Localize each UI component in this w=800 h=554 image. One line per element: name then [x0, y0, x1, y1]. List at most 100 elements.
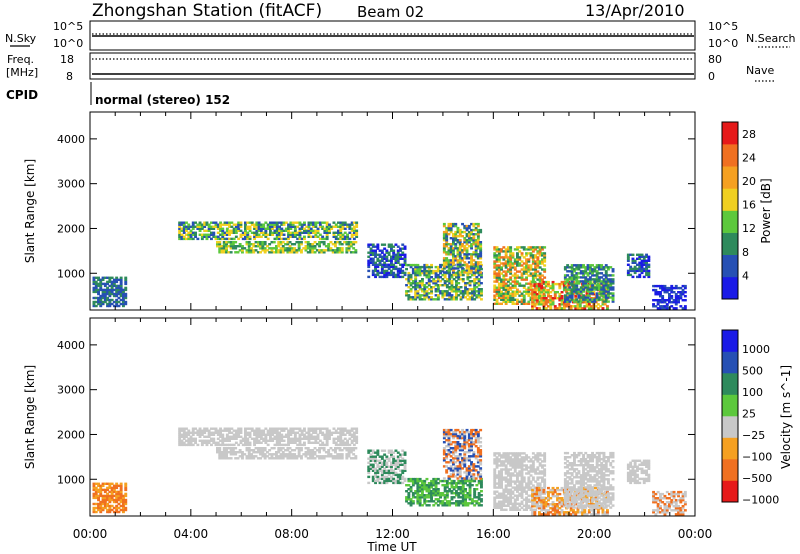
velocity-cell [309, 435, 313, 438]
velocity-cell [254, 451, 258, 454]
velocity-cell [390, 475, 393, 479]
velocity-cell [520, 460, 524, 463]
power-cell [463, 245, 467, 248]
power-cell [511, 252, 515, 255]
power-cell [677, 291, 680, 294]
power-cell [493, 260, 497, 263]
power-cell [278, 233, 281, 236]
power-cell [450, 284, 454, 287]
power-cell [327, 247, 331, 250]
power-cell [670, 288, 674, 292]
velocity-cell [311, 451, 315, 454]
power-cell [178, 233, 182, 236]
power-cell [259, 247, 262, 250]
power-cell [456, 230, 460, 234]
power-cell [218, 245, 222, 248]
power-cell [570, 290, 574, 293]
power-cell [463, 257, 467, 260]
velocity-cell [474, 445, 478, 448]
velocity-cell [468, 498, 472, 501]
power-cell [497, 254, 501, 257]
power-cell [418, 294, 422, 297]
power-cell [203, 221, 207, 224]
power-cell [298, 221, 302, 224]
velocity-cell [467, 439, 471, 442]
velocity-cell [106, 494, 109, 498]
velocity-cell [298, 427, 302, 430]
velocity-cell [223, 427, 227, 430]
power-cell [472, 267, 476, 270]
velocity-cell [396, 463, 400, 466]
velocity-cell [385, 461, 389, 464]
velocity-cell [257, 431, 261, 434]
velocity-cell [247, 449, 251, 452]
velocity-cell [284, 443, 288, 447]
power-cell [371, 259, 375, 262]
power-cell [670, 295, 674, 298]
velocity-cell [500, 480, 503, 483]
velocity-cell [518, 472, 522, 475]
velocity-cell [421, 488, 424, 491]
power-cell [239, 229, 243, 232]
power-cell [445, 292, 449, 295]
power-cell [279, 251, 283, 254]
power-cell [506, 296, 510, 299]
velocity-cell [442, 441, 446, 444]
power-cell [239, 233, 243, 236]
power-cell [502, 276, 506, 279]
power-cell [307, 221, 311, 224]
power-cell [652, 288, 655, 292]
power-cell [663, 307, 667, 310]
velocity-cell [421, 482, 424, 485]
power-cell [275, 251, 278, 254]
velocity-cell [346, 431, 349, 434]
power-cell [577, 266, 581, 269]
power-cell [108, 300, 112, 304]
power-cell [602, 296, 606, 299]
power-cell [303, 235, 306, 238]
power-cell [509, 282, 513, 285]
power-cell [463, 239, 467, 242]
velocity-cell [119, 494, 123, 498]
velocity-cell [277, 455, 281, 458]
power-cell [331, 251, 335, 254]
power-cell [579, 296, 583, 299]
power-cell [416, 296, 420, 299]
power-cell [575, 268, 579, 271]
power-cell [245, 243, 249, 246]
power-cell [633, 259, 637, 262]
power-cell [463, 261, 467, 264]
power-cell [638, 269, 642, 273]
power-cell [115, 286, 119, 290]
velocity-cell [495, 452, 499, 455]
velocity-cell [210, 433, 213, 436]
velocity-cell [474, 432, 478, 436]
velocity-cell [367, 461, 371, 464]
power-cell [581, 307, 584, 310]
power-cell [436, 278, 440, 281]
power-cell [465, 257, 469, 260]
power-cell [380, 269, 384, 273]
power-cell [604, 294, 608, 297]
power-cell [531, 307, 534, 310]
velocity-cell [341, 443, 345, 447]
velocity-cell [456, 459, 460, 462]
power-cell [566, 266, 570, 269]
power-cell [418, 265, 422, 269]
velocity-cell [468, 502, 472, 505]
velocity-cell [497, 484, 501, 487]
velocity-cell [500, 484, 503, 487]
power-cell [108, 280, 112, 284]
power-cell [203, 225, 207, 228]
velocity-cell [463, 439, 467, 442]
velocity-cell [467, 449, 471, 452]
velocity-cell [119, 496, 123, 500]
power-cell [280, 237, 284, 241]
velocity-cell [472, 469, 476, 472]
velocity-cell [239, 427, 243, 430]
velocity-cell [472, 475, 476, 478]
velocity-cell [97, 482, 100, 485]
power-cell [579, 280, 583, 283]
power-cell [579, 288, 583, 291]
power-cell [309, 251, 312, 254]
